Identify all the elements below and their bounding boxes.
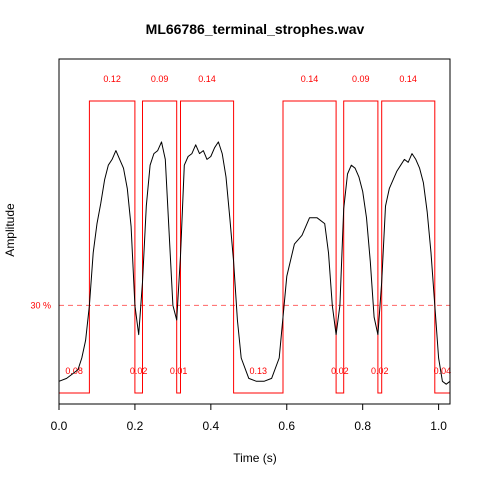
segment-label: 0.09 [352, 74, 370, 84]
plot-frame [58, 58, 451, 405]
segment-label: 0.02 [331, 366, 349, 376]
segment-label: 0.02 [130, 366, 148, 376]
chart-title: ML66786_terminal_strophes.wav [146, 21, 365, 37]
segment-label: 0.04 [434, 366, 452, 376]
amplitude-line [58, 141, 451, 385]
x-tick-label: 0.6 [278, 419, 295, 433]
segment-outline [59, 100, 450, 394]
x-axis: 0.0 0.2 0.4 0.6 0.8 1.0 [51, 404, 447, 433]
x-tick-label: 0.2 [127, 419, 144, 433]
y-axis-label: Amplitude [3, 203, 17, 257]
segment-label: 0.09 [151, 74, 169, 84]
segment-label: 0.01 [170, 366, 188, 376]
threshold-label: 30 % [30, 300, 51, 310]
x-tick-label: 0.8 [354, 419, 371, 433]
segment-label: 0.13 [250, 366, 268, 376]
segment-label: 0.08 [65, 366, 83, 376]
segment-label: 0.14 [301, 74, 319, 84]
x-tick-label: 0.0 [51, 419, 68, 433]
segment-label: 0.02 [371, 366, 389, 376]
x-tick-label: 1.0 [430, 419, 447, 433]
segment-label: 0.14 [198, 74, 216, 84]
x-tick-label: 0.4 [203, 419, 220, 433]
segment-label: 0.14 [399, 74, 417, 84]
segment-label: 0.12 [103, 74, 121, 84]
plot-area: 30 % 0.08 0.12 0.02 0.09 0.01 0.14 0.13 0.14 0.02… [30, 74, 452, 394]
x-axis-label: Time (s) [233, 451, 277, 465]
